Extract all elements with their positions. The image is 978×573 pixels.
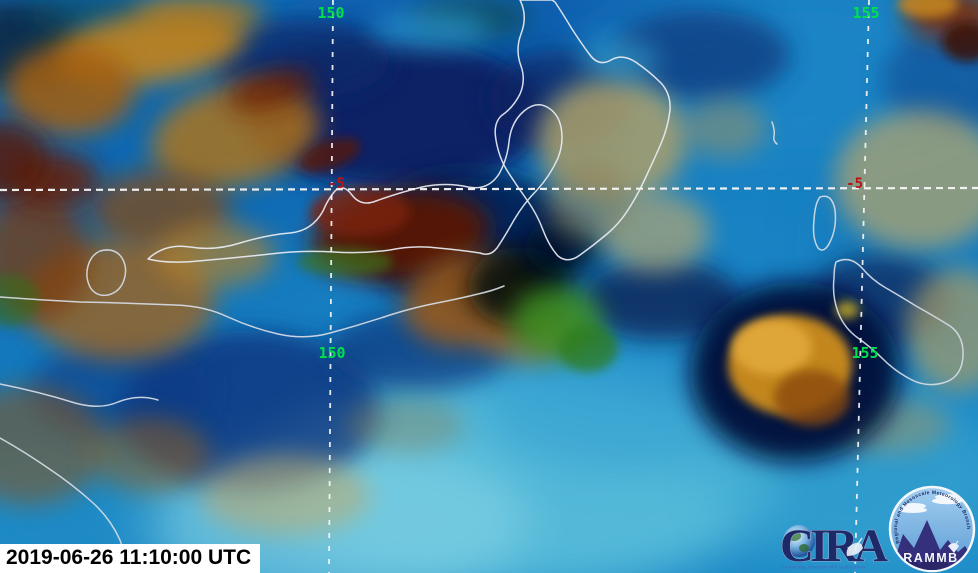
- cira-tagline: Connecting research with applications: [781, 565, 866, 570]
- rammb-logo: Regional and Mesoscale Meteorology Branc…: [888, 485, 976, 573]
- cira-wordmark: CIRA: [780, 520, 888, 572]
- cira-logo: CIRA Connecting research with applicatio…: [780, 520, 893, 573]
- cira-satellite-dish-icon: [846, 537, 863, 556]
- lon-label-150-mid: 150: [318, 344, 345, 362]
- rammb-satellite-icon: [948, 540, 959, 553]
- lat-label-minus5-left: -5: [328, 176, 345, 192]
- lon-label-150-top: 150: [317, 4, 344, 22]
- meridian-150-line: [328, 0, 334, 573]
- rammb-clouds-icon: [899, 494, 962, 513]
- lon-label-155-mid: 155: [851, 344, 878, 362]
- lon-label-155-top: 155: [852, 4, 879, 22]
- lat-label-minus5-right: -5: [846, 176, 863, 192]
- rammb-wordmark: RAMMB: [903, 551, 958, 565]
- meridian-155-line: [854, 0, 870, 573]
- timestamp-label: 2019-06-26 11:10:00 UTC: [0, 544, 261, 573]
